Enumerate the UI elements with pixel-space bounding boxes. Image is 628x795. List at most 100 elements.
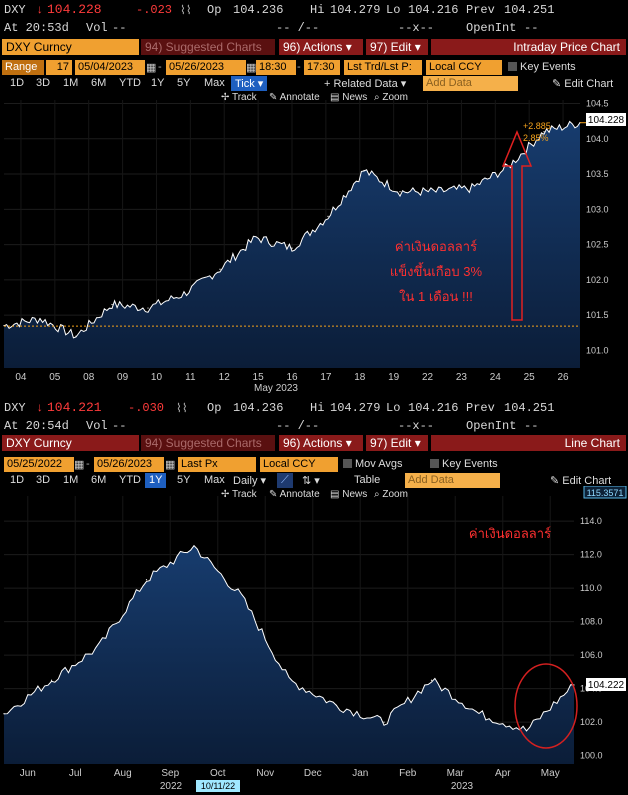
track-tool[interactable]: ✢ Track	[217, 488, 261, 503]
period-1m[interactable]: 1M	[63, 77, 79, 89]
hi-label: Hi	[310, 3, 325, 17]
calendar-icon[interactable]: ▦	[165, 459, 176, 471]
x-tick-label: Apr	[495, 768, 511, 779]
y-tick-label: 103.0	[586, 204, 609, 214]
sparkline-icon: ⌇⌇	[176, 402, 188, 416]
zoom-tool[interactable]: ⌕ Zoom	[370, 91, 412, 106]
high-value: 104.279	[330, 3, 381, 17]
openint-label: OpenInt	[466, 419, 517, 433]
actions-menu[interactable]: 96) Actions ▾	[279, 435, 363, 451]
mov-avgs-toggle[interactable]: Mov Avgs	[343, 458, 403, 470]
x-tick-label: Jun	[20, 768, 36, 779]
y-tick-label: 114.0	[580, 516, 602, 526]
suggested-charts-button[interactable]: 94) Suggested Charts	[141, 39, 275, 55]
end-date-input[interactable]: 05/26/2023	[94, 457, 164, 472]
intraday-chart-panel: DXY ↓ 104.228 -.023 ⌇⌇ Op 104.236 Hi 104…	[0, 2, 628, 398]
table-button[interactable]: Table	[354, 474, 381, 486]
start-date-input[interactable]: 05/25/2022	[4, 457, 74, 472]
data-point	[327, 215, 329, 217]
y-tick-label: 102.5	[586, 240, 609, 250]
add-data-input[interactable]: Add Data	[405, 473, 500, 488]
period-ytd[interactable]: YTD	[119, 474, 141, 486]
crosshair-date-label: 10/11/22	[201, 781, 235, 791]
edit-chart-button[interactable]: ✎ Edit Chart	[546, 473, 615, 488]
security-field[interactable]: DXY Curncy	[2, 435, 139, 451]
field-select[interactable]: Lst Trd/Lst P:	[344, 60, 422, 75]
end-date-input[interactable]: 05/26/2023	[166, 60, 246, 75]
up-arrow-icon	[501, 130, 533, 321]
period-1d[interactable]: 1D	[10, 474, 25, 486]
x-tick-label: 23	[456, 372, 468, 383]
key-events-toggle[interactable]: Key Events	[508, 61, 576, 73]
track-tool[interactable]: ✢ Track	[217, 91, 261, 106]
price-area	[4, 121, 580, 368]
low-value: 104.216	[408, 401, 459, 415]
period-3d[interactable]: 3D	[36, 474, 51, 486]
chart-style-icon[interactable]: ⇅ ▾	[302, 475, 320, 487]
x-tick-label: 15	[253, 372, 265, 383]
edit-menu[interactable]: 97) Edit ▾	[366, 435, 428, 451]
intraday-price-chart[interactable]: 101.0 101.5 102.0 102.5 103.0 103.5 104.0 104.5…	[0, 96, 628, 398]
x-tick-label: Dec	[304, 768, 322, 779]
price-line	[3, 120, 581, 339]
calendar-icon[interactable]: ▦	[246, 62, 257, 74]
annotate-tool[interactable]: ✎ Annotate	[265, 488, 324, 503]
related-data-menu[interactable]: + Related Data ▾	[324, 78, 407, 90]
period-1d[interactable]: 1D	[10, 77, 25, 89]
period-3d[interactable]: 3D	[36, 77, 51, 89]
period-5y[interactable]: 5Y	[177, 474, 191, 486]
period-6m[interactable]: 6M	[91, 474, 107, 486]
annotate-label: Annotate	[279, 92, 320, 103]
edit-chart-button[interactable]: ✎ Edit Chart	[548, 76, 617, 91]
end-time-input[interactable]: 17:30	[304, 60, 340, 75]
news-tool[interactable]: ▤ News	[326, 91, 371, 106]
period-max[interactable]: Max	[204, 77, 225, 89]
x-tick-label: 16	[286, 372, 298, 383]
prev-value: 104.251	[504, 401, 555, 415]
range-days[interactable]: 17	[46, 60, 72, 75]
period-6m[interactable]: 6M	[91, 77, 107, 89]
open-value: 104.236	[233, 3, 284, 17]
line-chart[interactable]: 100.0102.0104.0106.0108.0110.0112.0114.0…	[0, 486, 628, 795]
currency-select[interactable]: Local CCY	[260, 457, 338, 472]
x-tick-label: 18	[354, 372, 366, 383]
low-value: 104.216	[408, 3, 459, 17]
line-chart-icon[interactable]: ⟋	[277, 473, 293, 488]
start-time-input[interactable]: 18:30	[256, 60, 296, 75]
chart-title: Intraday Price Chart	[431, 39, 626, 55]
key-events-toggle[interactable]: Key Events	[430, 458, 498, 470]
down-arrow-icon: ↓	[36, 401, 44, 415]
add-data-input[interactable]: Add Data	[423, 76, 518, 91]
x-tick-label: 22	[422, 372, 434, 383]
calendar-icon[interactable]: ▦	[74, 459, 85, 471]
news-tool[interactable]: ▤ News	[326, 488, 371, 503]
checkbox-icon	[343, 459, 352, 468]
vol-label: Vol	[86, 419, 108, 433]
period-ytd[interactable]: YTD	[119, 77, 141, 89]
security-field[interactable]: DXY Curncy	[2, 39, 139, 55]
period-5y[interactable]: 5Y	[177, 77, 191, 89]
tick-dropdown[interactable]: Tick ▾	[231, 76, 268, 91]
data-point	[291, 247, 293, 249]
start-date-input[interactable]: 05/04/2023	[75, 60, 145, 75]
crosshair-icon: ✢	[221, 489, 232, 500]
x-tick-label: 10	[151, 372, 163, 383]
line-chart-panel: DXY ↓ 104.221 -.030 ⌇⌇ Op 104.236 Hi 104…	[0, 398, 628, 795]
zoom-icon: ⌕	[374, 489, 383, 500]
chart-title: Line Chart	[431, 435, 626, 451]
actions-menu[interactable]: 96) Actions ▾	[279, 39, 363, 55]
last-price-label: 104.222	[588, 680, 625, 691]
period-1m[interactable]: 1M	[63, 474, 79, 486]
edit-menu[interactable]: 97) Edit ▾	[366, 39, 428, 55]
period-1y[interactable]: 1Y	[151, 77, 165, 89]
calendar-icon[interactable]: ▦	[146, 62, 157, 74]
period-max[interactable]: Max	[204, 474, 225, 486]
suggested-charts-button[interactable]: 94) Suggested Charts	[141, 435, 275, 451]
daily-dropdown[interactable]: Daily ▾	[233, 475, 267, 487]
currency-select[interactable]: Local CCY	[426, 60, 502, 75]
annotate-tool[interactable]: ✎ Annotate	[265, 91, 324, 106]
period-1y[interactable]: 1Y	[145, 473, 167, 488]
zoom-tool[interactable]: ⌕ Zoom	[370, 488, 412, 503]
data-point	[219, 268, 221, 270]
field-select[interactable]: Last Px	[178, 457, 256, 472]
